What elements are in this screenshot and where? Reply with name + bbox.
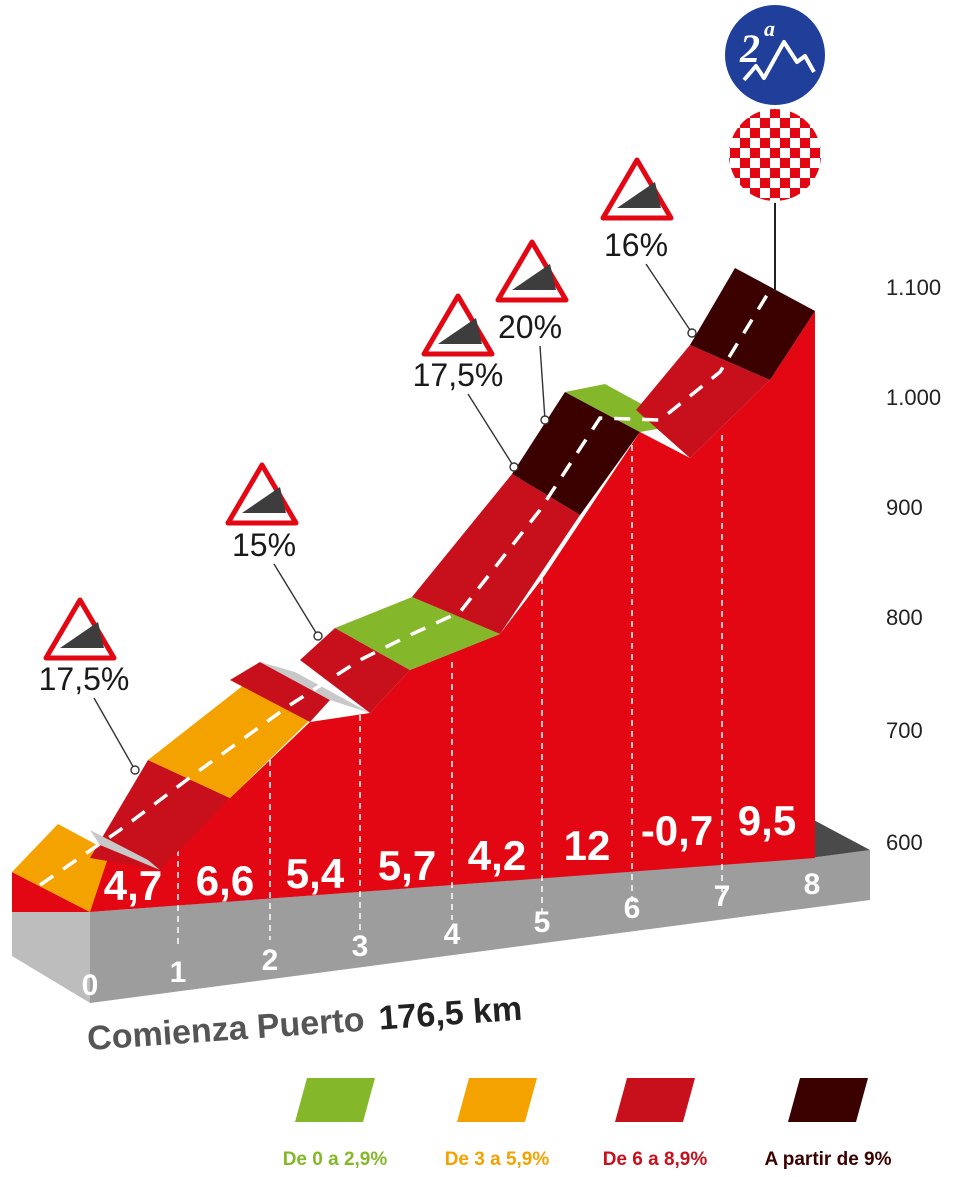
slope-icon (60, 622, 104, 648)
altitude-tick-label: 1.000 (886, 385, 941, 410)
legend-item: De 0 a 2,9% (283, 1078, 388, 1170)
segment-gradient-label: 12 (564, 822, 611, 869)
strip-gray-gap (90, 830, 160, 870)
category-number: 2 (739, 26, 760, 71)
warning-triangle-icon (225, 462, 299, 526)
strip-red-5 (636, 345, 770, 458)
ramp-dot (540, 415, 550, 425)
category-superscript: a (764, 16, 775, 41)
ramp-dot (130, 765, 140, 775)
km-tick-label: 8 (804, 868, 821, 901)
slope-icon (512, 264, 556, 290)
profile-center-dash (39, 281, 777, 887)
segment-gradient-label: -0,7 (641, 807, 713, 854)
legend-label: De 3 a 5,9% (445, 1149, 550, 1170)
segment-gradient-label: 5,7 (378, 842, 436, 889)
legend-swatch (788, 1078, 868, 1122)
km-tick-label: 1 (170, 956, 187, 989)
ramp-leader-line (93, 697, 136, 771)
altitude-tick-label: 800 (886, 605, 923, 630)
ramp-marker: 15% (225, 462, 323, 641)
ramp-dot (313, 631, 323, 641)
max-ramp-label: 15% (232, 527, 296, 563)
ramp-marker: 17,5% (413, 293, 519, 472)
max-ramp-label: 17,5% (413, 357, 504, 393)
km-dividers (177, 435, 723, 945)
ramp-marker: 17,5% (39, 597, 140, 775)
strip-dark-2 (690, 268, 815, 380)
warning-triangle-icon (495, 239, 569, 303)
altitude-tick-label: 1.100 (886, 275, 941, 300)
slope-icon (242, 487, 286, 513)
km-tick-label: 0 (82, 969, 99, 1002)
altitude-tick-label: 900 (886, 495, 923, 520)
km-tick-label: 4 (444, 918, 461, 951)
legend-label: A partir de 9% (764, 1149, 891, 1170)
warning-triangle-icon (43, 597, 117, 661)
strip-dark-1 (512, 392, 640, 515)
strip-green-1 (335, 597, 500, 670)
ramp-marker: 20% (495, 239, 569, 425)
segment-gradient-label: 6,6 (196, 857, 254, 904)
profile-body (90, 311, 815, 912)
strip-red-2 (230, 662, 330, 722)
segment-gradient-label: 4,2 (468, 832, 526, 879)
warning-triangle-icon (600, 157, 674, 221)
ramp-leader-line (273, 563, 319, 637)
mountain-icon (742, 40, 816, 82)
max-ramp-label: 17,5% (39, 661, 130, 697)
warning-triangle-icon (421, 293, 495, 357)
ramp-leader-line (645, 263, 693, 334)
legend-item: De 6 a 8,9% (603, 1078, 708, 1170)
ramp-dot (687, 328, 697, 338)
ramp-leader-line (467, 393, 515, 468)
strip-orange-0 (12, 824, 110, 912)
finish-flag-icon (727, 107, 823, 203)
segment-gradient-label: 4,7 (104, 862, 162, 909)
segment-gradient-label: 5,4 (286, 850, 345, 897)
legend-swatch (615, 1078, 695, 1122)
km-tick-label: 6 (624, 892, 641, 925)
max-ramp-label: 20% (498, 309, 562, 345)
legend-swatch (295, 1078, 375, 1122)
max-ramp-label: 16% (604, 227, 668, 263)
legend-label: De 0 a 2,9% (283, 1149, 388, 1170)
km-tick-label: 3 (352, 930, 369, 963)
legend-item: De 3 a 5,9% (445, 1078, 550, 1170)
ramp-leader-line (539, 345, 546, 421)
slope-icon (438, 318, 482, 344)
ramp-dot (509, 462, 519, 472)
legend-label: De 6 a 8,9% (603, 1149, 708, 1170)
profile-base-left (12, 912, 90, 1003)
strip-red-1 (90, 760, 230, 870)
legend-item: A partir de 9% (764, 1078, 892, 1170)
ramp-marker: 16% (600, 157, 697, 338)
profile-base-front (90, 850, 870, 1003)
km-tick-label: 7 (714, 880, 731, 913)
segment-gradient-label: 9,5 (738, 797, 796, 844)
altitude-tick-label: 600 (886, 830, 923, 855)
start-label: Comienza Puerto 176,5 km (86, 990, 523, 1058)
altitude-tick-label: 700 (886, 718, 923, 743)
legend-swatch (457, 1078, 537, 1122)
km-tick-label: 2 (262, 944, 279, 977)
profile-base-top (810, 818, 870, 858)
km-tick-label: 5 (534, 906, 551, 939)
strip-red-3 (300, 628, 410, 713)
slope-icon (617, 182, 661, 208)
strip-orange-1 (148, 684, 318, 798)
